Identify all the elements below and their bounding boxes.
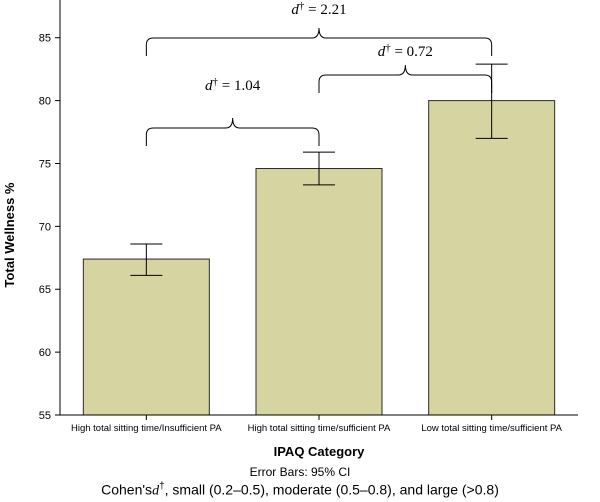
y-tick-label: 75 <box>39 158 51 170</box>
y-tick-label: 80 <box>39 96 51 108</box>
effect-size-label: d† = 0.72 <box>378 42 433 60</box>
axes-layer: 55 60 65 70 75 80 85 High total sitting time/In… <box>39 0 578 434</box>
significance-brace <box>318 64 493 93</box>
bar <box>428 100 556 416</box>
error-bars-note: Error Bars: 95% CI <box>249 465 351 479</box>
significance-brace <box>145 117 320 146</box>
cohen-note: Cohen'sd†, small (0.2–0.5), moderate (0.… <box>0 481 600 500</box>
y-tick-label: 70 <box>39 221 51 233</box>
bars-layer <box>82 100 556 416</box>
y-axis-label: Total Wellness % <box>2 182 17 287</box>
error-bars-layer <box>130 63 508 276</box>
y-tick-label: 55 <box>39 410 51 422</box>
cohen-d: d <box>152 483 160 499</box>
y-tick-label: 85 <box>39 33 51 45</box>
y-tick-label: 60 <box>39 347 51 359</box>
x-tick-label: Low total sitting time/sufficient PA <box>421 423 562 434</box>
cohen-rest: , small (0.2–0.5), moderate (0.5–0.8), a… <box>164 481 499 498</box>
x-tick-label: High total sitting time/Insufficient PA <box>71 423 222 434</box>
bar <box>255 168 383 416</box>
effect-size-label: d† = 1.04 <box>205 76 261 94</box>
x-axis-label: IPAQ Category <box>274 444 366 459</box>
x-tick-label: High total sitting time/sufficient PA <box>248 423 391 434</box>
bar-chart: 55 60 65 70 75 80 85 High total sitting time/In… <box>2 0 578 459</box>
bar <box>82 258 210 416</box>
cohen-prefix: Cohen's <box>101 481 153 498</box>
significance-brace <box>145 27 493 56</box>
effect-size-label: d† = 2.21 <box>291 0 346 18</box>
significance-braces-layer: d† = 1.04 d† = 0.72 d† = 2.21 <box>145 0 493 146</box>
y-tick-label: 65 <box>39 284 51 296</box>
cohen-mark: † <box>159 481 165 492</box>
